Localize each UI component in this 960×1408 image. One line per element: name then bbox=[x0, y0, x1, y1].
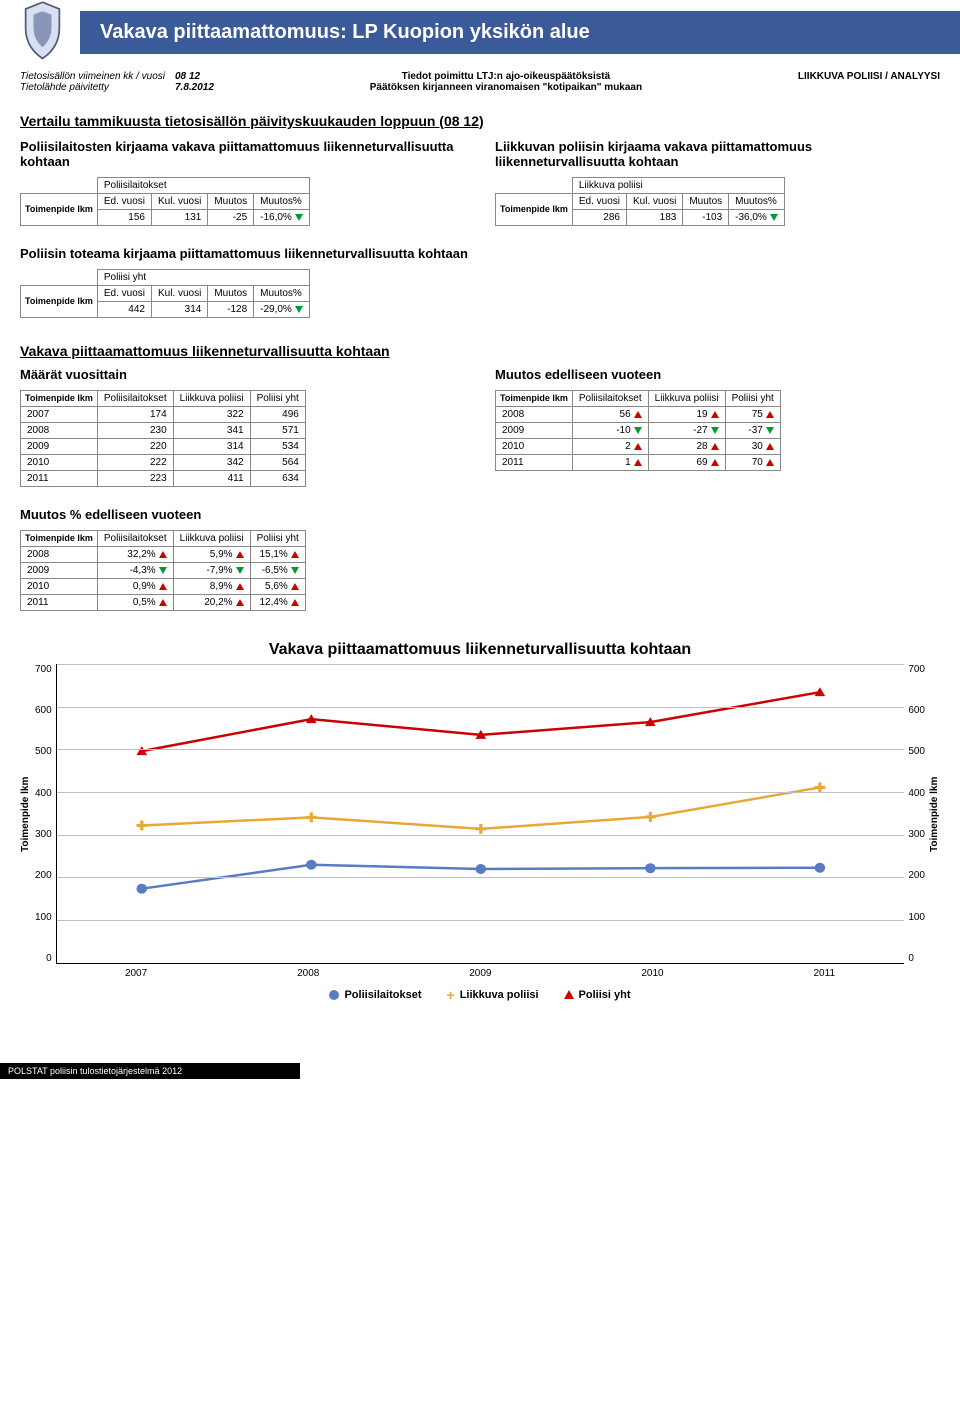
chart-title: Vakava piittaamattomuus liikenneturvalli… bbox=[20, 641, 940, 659]
legend-marker-triangle bbox=[564, 990, 574, 999]
sub-heading: Muutos % edelliseen vuoteen bbox=[20, 507, 940, 522]
meta-label: Tietosisällön viimeinen kk / vuosi bbox=[20, 71, 165, 82]
x-axis-labels: 20072008200920102011 bbox=[50, 968, 910, 979]
table-poliisi-yht: Poliisi yht Toimenpide lkm Ed. vuosi Kul… bbox=[20, 269, 310, 318]
y-axis-right: 7006005004003002001000 bbox=[904, 664, 929, 964]
table-change-pct: Toimenpide lkmPoliisilaitoksetLiikkuva p… bbox=[20, 530, 306, 611]
meta-row: Tietosisällön viimeinen kk / vuosi Tieto… bbox=[20, 71, 940, 93]
sub-heading: Määrät vuosittain bbox=[20, 367, 465, 382]
meta-right: LIIKKUVA POLIISI / ANALYYSI bbox=[798, 71, 940, 93]
chart-legend: Poliisilaitokset +Liikkuva poliisi Polii… bbox=[50, 987, 910, 1003]
meta-center: Päätöksen kirjanneen viranomaisen "kotip… bbox=[370, 82, 642, 93]
meta-center: Tiedot poimittu LTJ:n ajo-oikeuspäätöksi… bbox=[370, 71, 642, 82]
trend-down-icon bbox=[295, 306, 303, 313]
section-title: Vakava piittaamattomuus liikenneturvalli… bbox=[20, 343, 940, 359]
header-bar: Vakava piittaamattomuus: LP Kuopion yksi… bbox=[20, 0, 940, 65]
trend-down-icon bbox=[295, 214, 303, 221]
page-title: Vakava piittaamattomuus: LP Kuopion yksi… bbox=[80, 11, 960, 54]
y-axis-label: Toimenpide lkm bbox=[20, 664, 31, 964]
section-title: Poliisin toteama kirjaama piittamattomuu… bbox=[20, 246, 940, 261]
legend-marker-plus: + bbox=[447, 987, 455, 1003]
meta-label: Tietolähde päivitetty bbox=[20, 82, 165, 93]
table-poliisilaitokset: Poliisilaitokset Toimenpide lkm Ed. vuos… bbox=[20, 177, 310, 226]
chart-plot bbox=[56, 664, 905, 964]
legend-marker-circle bbox=[329, 990, 339, 1000]
footer-text: POLSTAT poliisin tulostietojärjestelmä 2… bbox=[0, 1063, 300, 1079]
section-title: Vertailu tammikuusta tietosisällön päivi… bbox=[20, 113, 940, 129]
line-chart: Vakava piittaamattomuus liikenneturvalli… bbox=[20, 641, 940, 1003]
meta-value: 08 12 bbox=[175, 71, 214, 82]
table-change-yearly: Toimenpide lkmPoliisilaitoksetLiikkuva p… bbox=[495, 390, 781, 471]
table-liikkuva: Liikkuva poliisi Toimenpide lkm Ed. vuos… bbox=[495, 177, 785, 226]
trend-down-icon bbox=[770, 214, 778, 221]
sub-heading: Muutos edelliseen vuoteen bbox=[495, 367, 940, 382]
y-axis-label: Toimenpide lkm bbox=[929, 664, 940, 964]
sub-heading: Poliisilaitosten kirjaama vakava piittam… bbox=[20, 139, 465, 169]
meta-value: 7.8.2012 bbox=[175, 82, 214, 93]
table-amounts-yearly: Toimenpide lkmPoliisilaitoksetLiikkuva p… bbox=[20, 390, 306, 487]
shield-icon bbox=[20, 0, 65, 65]
sub-heading: Liikkuvan poliisin kirjaama vakava piitt… bbox=[495, 139, 940, 169]
y-axis-left: 7006005004003002001000 bbox=[31, 664, 56, 964]
